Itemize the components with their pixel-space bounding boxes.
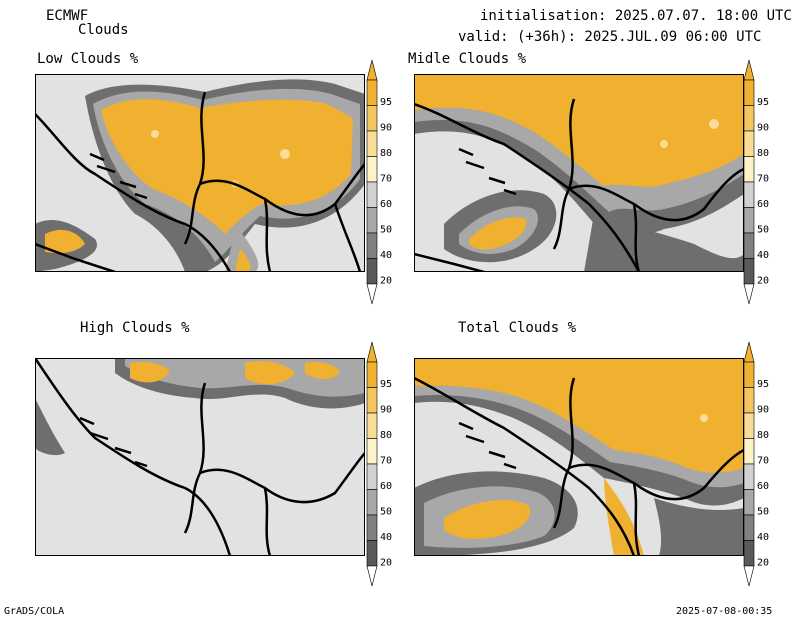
colorbar-segment — [743, 207, 755, 234]
colorbar-label: 40 — [380, 532, 392, 543]
map-total-clouds — [414, 358, 744, 556]
colorbar-segment — [366, 412, 378, 439]
panel-title-middle: Midle Clouds % — [408, 51, 527, 67]
colorbar-label: 20 — [380, 558, 392, 569]
colorbar-label: 80 — [380, 430, 392, 441]
colorbar-segment — [743, 514, 755, 541]
colorbar-label: 60 — [380, 481, 392, 492]
initialisation-label: initialisation: 2025.07.07. 18:00 UTC — [480, 8, 792, 24]
colorbar-segment — [366, 540, 378, 567]
map-high-clouds — [35, 358, 365, 556]
map-low-clouds — [35, 74, 365, 272]
colorbar-label: 90 — [757, 123, 769, 134]
colorbar-label: 60 — [757, 199, 769, 210]
colorbar-segment — [743, 156, 755, 183]
colorbar-label: 70 — [757, 456, 769, 467]
colorbar-high: 95 90 80 70 60 50 40 20 — [366, 341, 392, 587]
colorbar-arrow-top — [366, 341, 378, 363]
colorbar-total: 95 90 80 70 60 50 40 20 — [743, 341, 769, 587]
colorbar-arrow-top — [743, 59, 755, 81]
colorbar-label: 50 — [757, 507, 769, 518]
colorbar-segment — [743, 412, 755, 439]
colorbar-segment — [366, 130, 378, 157]
colorbar-label: 95 — [757, 379, 769, 390]
colorbar-label: 70 — [380, 174, 392, 185]
colorbar-segment — [366, 232, 378, 259]
colorbar-label: 40 — [757, 532, 769, 543]
colorbar-segment — [743, 79, 755, 106]
colorbar-arrow-bottom — [366, 283, 378, 305]
colorbar-segment — [366, 258, 378, 285]
valid-time-label: valid: (+36h): 2025.JUL.09 06:00 UTC — [458, 29, 762, 45]
colorbar-label: 90 — [380, 123, 392, 134]
colorbar-label: 20 — [757, 276, 769, 287]
product-label: Clouds — [78, 22, 129, 38]
colorbar-segment — [743, 489, 755, 516]
panel-title-high: High Clouds % — [80, 320, 190, 336]
colorbar-label: 40 — [757, 250, 769, 261]
colorbar-segment — [743, 181, 755, 208]
colorbar-segment — [366, 438, 378, 465]
colorbar-label: 20 — [380, 276, 392, 287]
colorbar-label: 80 — [757, 148, 769, 159]
colorbar-arrow-top — [743, 341, 755, 363]
footer-software: GrADS/COLA — [4, 606, 65, 617]
colorbar-label: 50 — [380, 225, 392, 236]
colorbar-segment — [743, 463, 755, 490]
colorbar-segment — [366, 489, 378, 516]
colorbar-label: 70 — [380, 456, 392, 467]
colorbar-segment — [743, 232, 755, 259]
colorbar-arrow-top — [366, 59, 378, 81]
colorbar-segment — [366, 463, 378, 490]
colorbar-label: 90 — [757, 405, 769, 416]
colorbar-label: 60 — [757, 481, 769, 492]
panel-title-total: Total Clouds % — [458, 320, 577, 336]
colorbar-label: 70 — [757, 174, 769, 185]
colorbar-label: 80 — [380, 148, 392, 159]
model-label: ECMWF — [46, 8, 89, 24]
colorbar-segment — [743, 258, 755, 285]
colorbar-segment — [366, 156, 378, 183]
colorbar-segment — [366, 181, 378, 208]
colorbar-segment — [366, 514, 378, 541]
colorbar-label: 40 — [380, 250, 392, 261]
colorbar-label: 50 — [380, 507, 392, 518]
colorbar-segment — [366, 361, 378, 388]
colorbar-segment — [366, 207, 378, 234]
colorbar-label: 95 — [380, 379, 392, 390]
colorbar-segment — [743, 130, 755, 157]
colorbar-arrow-bottom — [743, 283, 755, 305]
colorbar-segment — [366, 79, 378, 106]
colorbar-arrow-bottom — [743, 565, 755, 587]
colorbar-segment — [743, 438, 755, 465]
colorbar-low: 95 90 80 70 60 50 40 20 — [366, 59, 392, 305]
colorbar-segment — [743, 105, 755, 132]
colorbar-label: 95 — [757, 97, 769, 108]
colorbar-label: 60 — [380, 199, 392, 210]
colorbar-segment — [366, 387, 378, 414]
colorbar-label: 95 — [380, 97, 392, 108]
colorbar-segment — [743, 387, 755, 414]
colorbar-label: 90 — [380, 405, 392, 416]
colorbar-middle: 95 90 80 70 60 50 40 20 — [743, 59, 769, 305]
colorbar-label: 50 — [757, 225, 769, 236]
map-middle-clouds — [414, 74, 744, 272]
colorbar-segment — [743, 361, 755, 388]
footer-timestamp: 2025-07-08-00:35 — [676, 606, 773, 617]
panel-title-low: Low Clouds % — [37, 51, 139, 67]
colorbar-arrow-bottom — [366, 565, 378, 587]
colorbar-label: 80 — [757, 430, 769, 441]
colorbar-label: 20 — [757, 558, 769, 569]
colorbar-segment — [366, 105, 378, 132]
colorbar-segment — [743, 540, 755, 567]
